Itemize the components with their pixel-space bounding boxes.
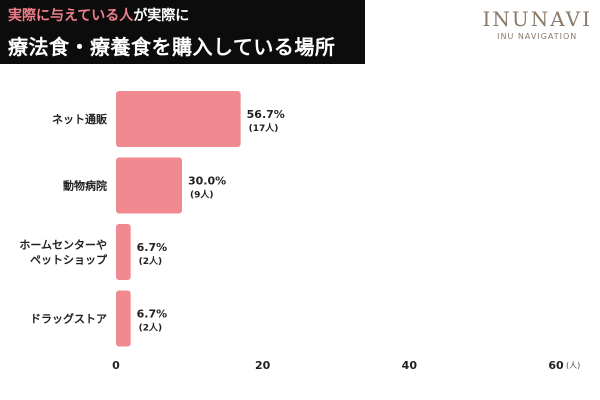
x-tick-label: 0 — [112, 359, 120, 372]
title-highlight: 実際に与えている人 — [8, 8, 134, 24]
bar-1 — [116, 157, 182, 214]
title-line1-rest: が実際に — [133, 8, 190, 24]
chart-title-line1: 実際に与えている人が実際に — [8, 5, 189, 25]
bar-2 — [116, 224, 131, 280]
chart-title-line2: 療法食・療養食を購入している場所 — [8, 35, 336, 59]
percent-label: 6.7% — [137, 241, 168, 254]
x-tick-label: 20 — [255, 359, 271, 372]
count-label: (2人) — [139, 255, 163, 267]
category-label: ネット通販 — [52, 112, 108, 126]
category-label: 動物病院 — [63, 179, 107, 193]
category-label: ドラッグストア — [30, 312, 107, 326]
count-label: (2人) — [139, 322, 163, 334]
brand-name: INUNAVI — [482, 7, 592, 31]
x-axis-unit: (人) — [566, 361, 580, 370]
percent-label: 56.7% — [247, 108, 285, 121]
brand-subtitle: INU NAVIGATION — [497, 32, 578, 41]
bar-0 — [116, 91, 241, 147]
count-label: (17人) — [249, 122, 279, 134]
title-box: 実際に与えている人が実際に 療法食・療養食を購入している場所 — [0, 0, 365, 64]
brand-logo: INUNAVI INU NAVIGATION — [482, 7, 592, 41]
bar-3 — [116, 290, 131, 347]
percent-label: 6.7% — [137, 308, 168, 321]
category-label: ホームセンターや — [19, 239, 107, 252]
category-label: ペットショップ — [30, 253, 108, 267]
x-tick-label: 60 — [548, 359, 564, 372]
x-tick-label: 40 — [402, 359, 418, 372]
count-label: (9人) — [190, 189, 214, 201]
percent-label: 30.0% — [188, 175, 226, 188]
